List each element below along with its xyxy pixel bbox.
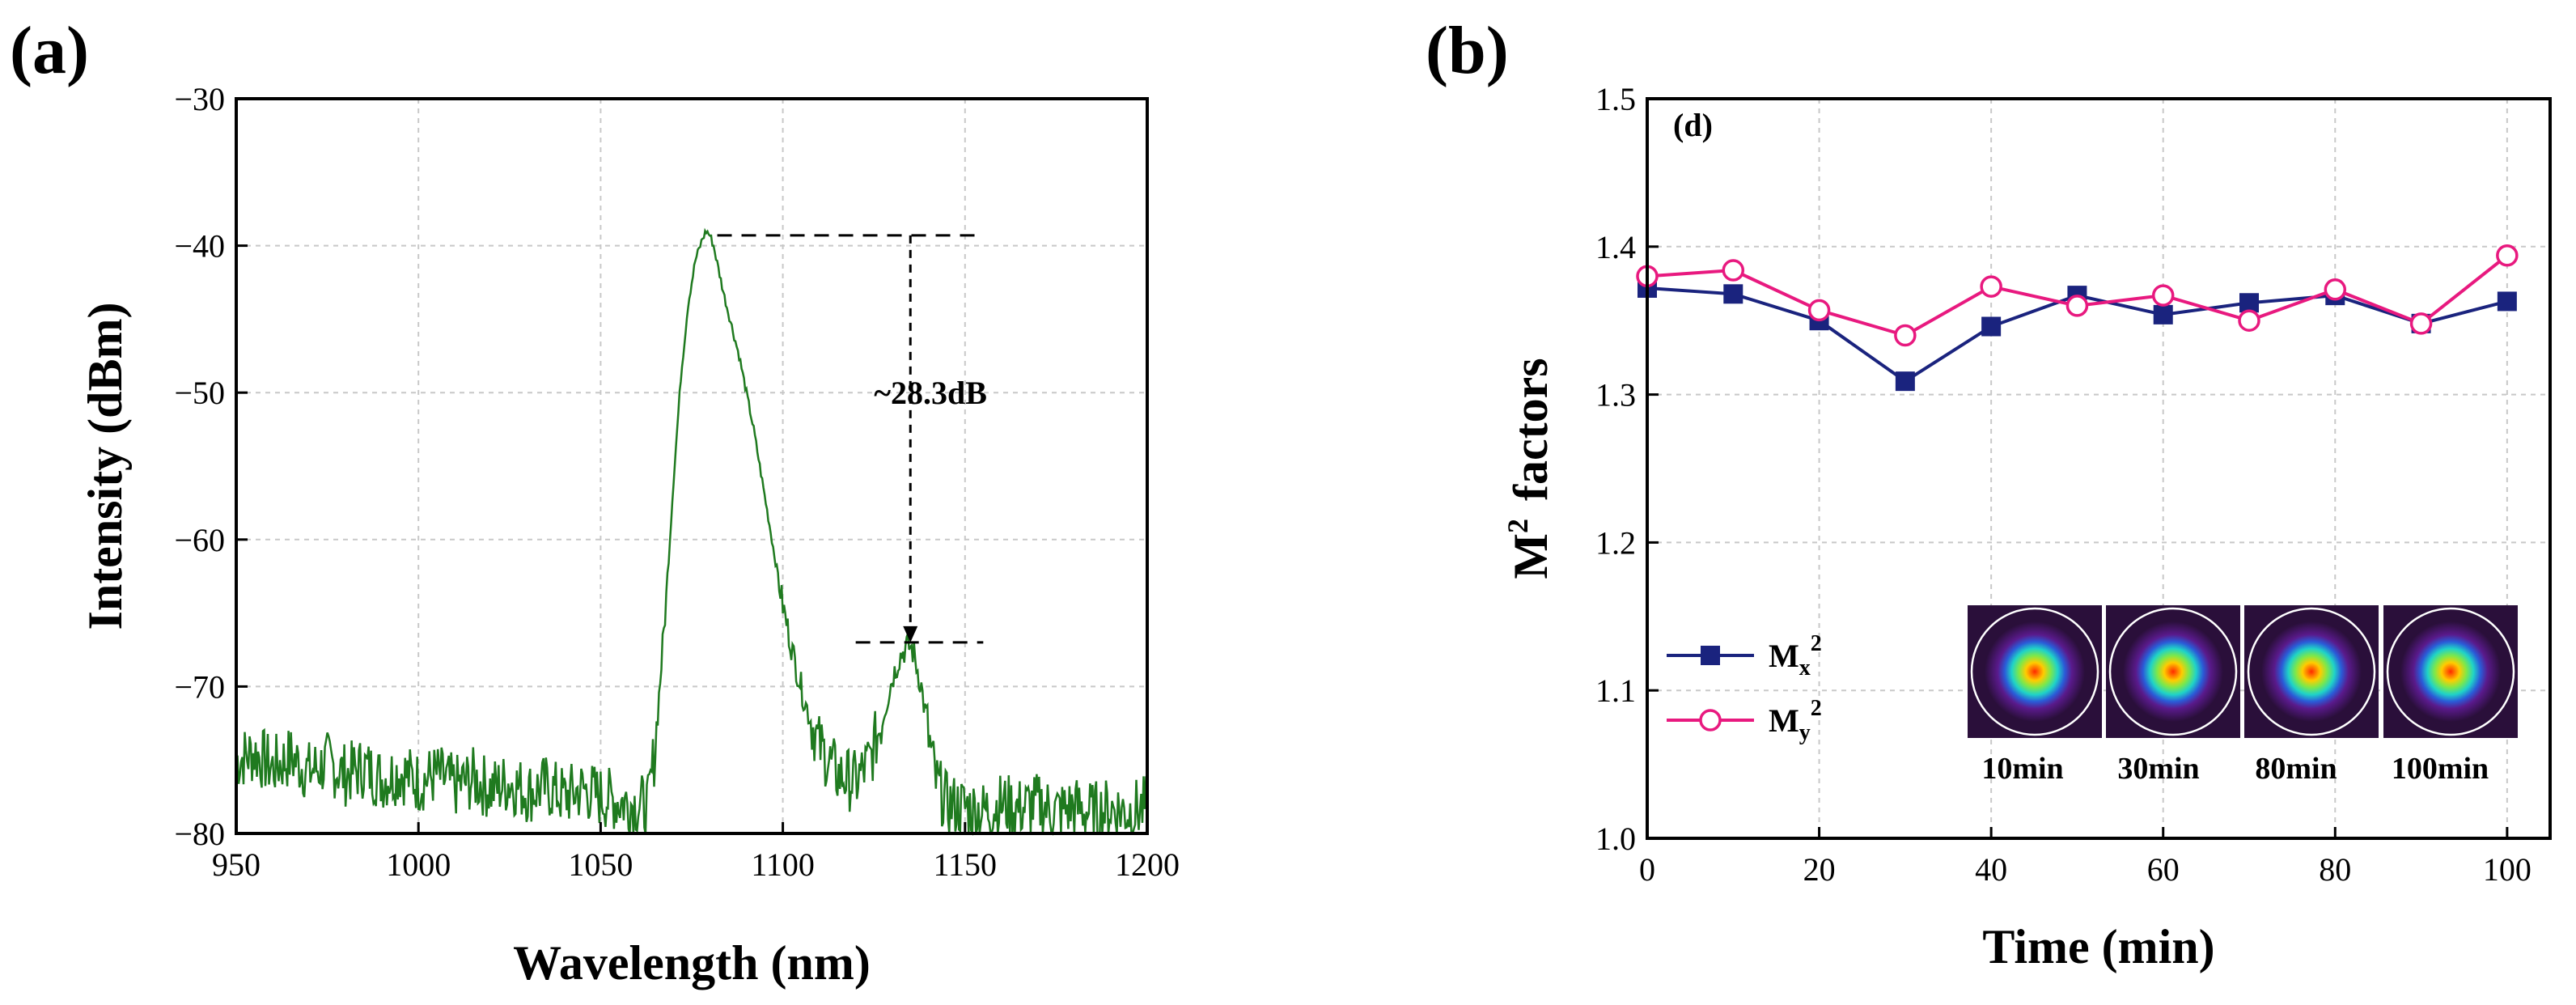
b-x-tick-label: 40	[1975, 851, 2007, 888]
m2-ticks: 0 20 40 60 80 100 1.0 1.1 1.2 1.3 1.4 1.5	[1595, 81, 2532, 888]
a-x-tick-label: 1200	[1115, 846, 1180, 883]
spectrum-x-axis-title: Wavelength (nm)	[513, 936, 871, 990]
a-x-tick-label: 950	[212, 846, 261, 883]
point-Mx2	[1895, 371, 1915, 392]
beam-caption-4: 100min	[2392, 752, 2489, 786]
spectrum-series	[235, 227, 1149, 837]
a-x-tick-label: 1050	[568, 846, 633, 883]
m2-chart: 10min 30min 80min 100min 0 20 40 60 80 100 1.0 1.1…	[1502, 81, 2552, 973]
legend-label-My2: My2	[1769, 696, 1822, 745]
beam-spot-4	[2400, 621, 2501, 722]
m2-inner-label: (d)	[1673, 107, 1713, 143]
b-x-tick-label: 80	[2319, 851, 2351, 888]
point-My2	[2065, 295, 2089, 317]
a-y-tick-label: −40	[174, 228, 225, 265]
spectrum-chart: ~28.3dB 950 1000 1050 1100 1150 1200 −80 −70 −60…	[78, 81, 1180, 990]
b-y-tick-label: 1.1	[1595, 672, 1636, 709]
b-y-tick-label: 1.2	[1595, 524, 1636, 561]
point-My2	[1980, 275, 2002, 298]
point-Mx2	[2239, 293, 2259, 313]
point-Mx2	[1981, 316, 2002, 337]
legend-marker-Mx2	[1701, 646, 1720, 665]
spectrum-y-axis-title: Intensity (dBm)	[78, 302, 132, 630]
beam-spot-1	[1985, 621, 2085, 722]
legend-marker-My2	[1699, 709, 1722, 731]
beam-caption-2: 30min	[2117, 752, 2199, 786]
beam-caption-3: 80min	[2255, 752, 2337, 786]
b-y-tick-label: 1.0	[1595, 821, 1636, 857]
a-x-tick-label: 1000	[386, 846, 451, 883]
a-y-tick-label: −50	[174, 375, 225, 411]
point-My2	[2238, 309, 2260, 332]
point-My2	[2151, 284, 2175, 307]
spectrum-difference-label: ~28.3dB	[874, 375, 987, 411]
a-x-tick-label: 1100	[751, 846, 815, 883]
beam-ring-2	[2108, 607, 2238, 736]
spectrum-line	[235, 227, 1149, 837]
point-Mx2	[2497, 291, 2517, 312]
m2-y-axis-title: M2factors	[1502, 358, 1557, 579]
spectrum-annotations: ~28.3dB	[717, 234, 987, 644]
m2-plot-frame	[1646, 97, 2552, 840]
b-y-tick-label: 1.3	[1595, 377, 1636, 413]
beam-profile-inset: 10min 30min 80min 100min	[1968, 605, 2518, 786]
b-y-tick-label: 1.4	[1595, 229, 1636, 265]
m2-x-axis-title: Time (min)	[1982, 920, 2214, 973]
legend-label-Mx2: Mx2	[1769, 631, 1822, 681]
b-x-tick-label: 0	[1639, 851, 1655, 888]
point-My2	[1894, 324, 1917, 347]
point-My2	[2409, 312, 2433, 335]
panel-b-label: (b)	[1426, 13, 1509, 88]
a-y-tick-label: −80	[174, 816, 225, 852]
b-x-tick-label: 60	[2147, 851, 2180, 888]
a-x-tick-label: 1150	[934, 846, 998, 883]
panel-a-label: (a)	[10, 13, 89, 88]
spectrum-plot-frame	[235, 97, 1149, 835]
beam-spot-3	[2261, 621, 2362, 722]
beam-ring-3	[2247, 607, 2376, 736]
b-x-tick-label: 100	[2483, 851, 2532, 888]
b-y-tick-label: 1.5	[1595, 81, 1636, 117]
spectrum-grid	[235, 98, 1148, 834]
a-y-tick-label: −60	[174, 522, 225, 558]
point-My2	[2496, 244, 2519, 267]
spectrum-ticks: 950 1000 1050 1100 1150 1200 −80 −70 −60 −50 −40 −3…	[174, 81, 1180, 883]
beam-ring-1	[1970, 607, 2099, 736]
m2-series	[1636, 244, 2519, 392]
b-x-tick-label: 20	[1803, 851, 1836, 888]
point-Mx2	[1723, 284, 1743, 304]
point-My2	[2324, 278, 2347, 301]
point-My2	[1722, 259, 1745, 282]
a-y-tick-label: −70	[174, 668, 225, 705]
point-Mx2	[2153, 304, 2173, 324]
a-y-tick-label: −30	[174, 81, 225, 117]
beam-spot-2	[2123, 621, 2223, 722]
point-My2	[1807, 299, 1831, 322]
spectrum-arrow-head	[903, 625, 918, 642]
beam-ring-4	[2386, 607, 2515, 736]
beam-caption-1: 10min	[1981, 752, 2063, 786]
